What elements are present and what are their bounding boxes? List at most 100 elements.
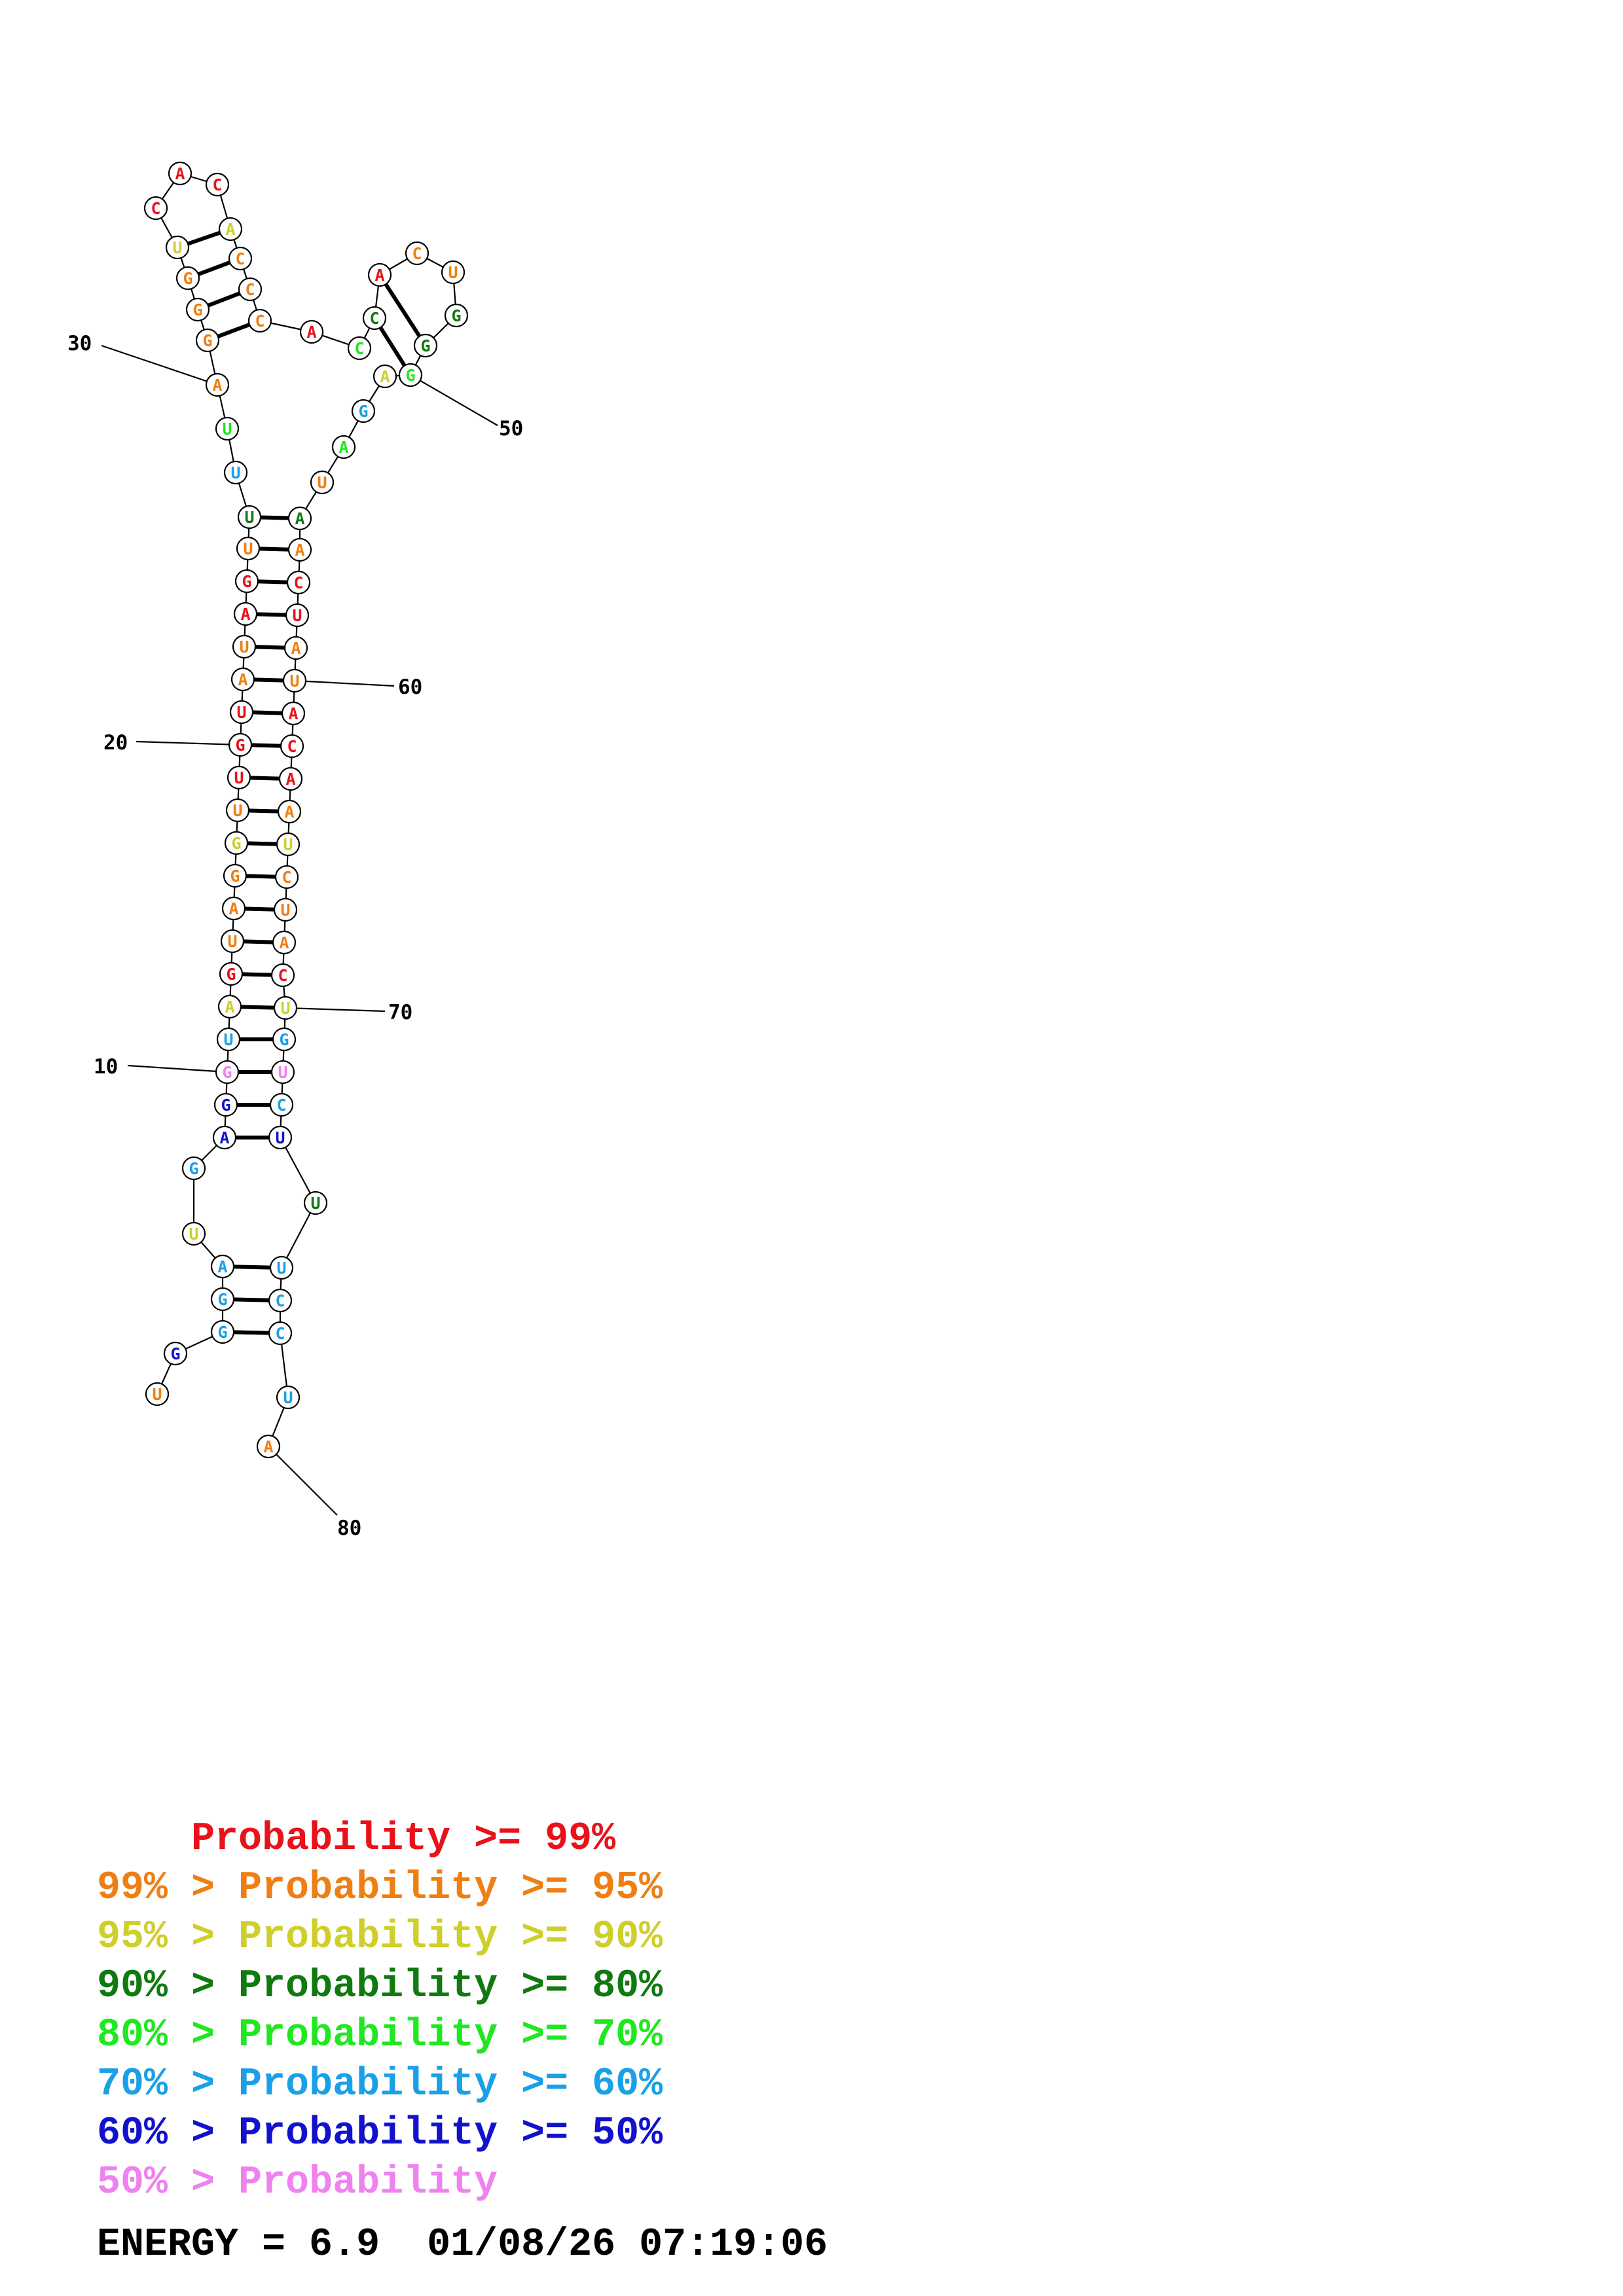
nucleotide-circle	[195, 328, 220, 353]
position-label-line	[127, 1064, 228, 1073]
nucleotide-circle	[273, 996, 298, 1020]
base-pair-bond	[233, 1265, 271, 1270]
nucleotide-circle	[268, 1288, 293, 1313]
nucleotide: U	[273, 897, 298, 922]
legend-prefix: 60% >	[97, 2111, 239, 2156]
legend-prefix: 80% >	[97, 2013, 239, 2058]
nucleotide: U	[268, 1125, 293, 1150]
nucleotide-base: G	[217, 1323, 227, 1342]
nucleotide-base: U	[172, 238, 182, 257]
nucleotide-circle	[247, 308, 272, 333]
nucleotide: C	[269, 1092, 294, 1117]
nucleotide-base: G	[189, 1159, 198, 1178]
nucleotide-base: G	[221, 1096, 230, 1115]
position-label-line	[268, 1446, 338, 1516]
nucleotide: G	[223, 863, 247, 888]
base-pair-bond	[257, 579, 288, 584]
nucleotide: U	[229, 700, 254, 725]
nucleotide-circle	[224, 831, 249, 855]
base-pair-bond	[260, 515, 289, 520]
nucleotide-circle	[210, 1319, 235, 1344]
position-label-line	[294, 679, 395, 687]
position-label-line	[136, 740, 241, 746]
nucleotide: C	[347, 336, 372, 361]
legend-text: Probability	[238, 2161, 498, 2205]
nucleotide-base: U	[310, 1194, 320, 1213]
nucleotide-base: G	[226, 965, 236, 984]
nucleotide-base: C	[275, 1324, 285, 1343]
nucleotide-base: U	[448, 263, 458, 282]
nucleotide-base: U	[280, 999, 290, 1018]
nucleotide-circle	[286, 570, 311, 595]
nucleotide: C	[205, 172, 230, 197]
nucleotide-base: A	[225, 220, 235, 239]
legend-text: Probability >= 70%	[238, 2013, 663, 2058]
nucleotide-circle	[185, 297, 210, 322]
nucleotide-circle	[217, 994, 242, 1019]
nucleotide: U	[273, 996, 298, 1020]
nucleotide-base: A	[238, 670, 247, 689]
base-pair-bond	[384, 283, 422, 338]
nucleotide-base: U	[236, 703, 246, 722]
legend-prefix: 95% >	[97, 1915, 239, 1960]
position-label: 70	[388, 1001, 412, 1024]
nucleotide: U	[223, 460, 248, 485]
energy-footer: ENERGY = 6.9 01/08/26 07:19:06	[97, 2225, 828, 2265]
nucleotide: G	[185, 297, 210, 322]
nucleotide: C	[362, 306, 387, 331]
nucleotide-base: U	[232, 801, 242, 820]
nucleotides: UGGGAUGAGGUAGUAGGUUGUAUAGUUUUAGGGUCACACC…	[143, 161, 469, 1459]
nucleotide-base: A	[212, 376, 222, 395]
nucleotide-base: A	[279, 933, 289, 952]
nucleotide-circle	[210, 1287, 235, 1312]
nucleotide: U	[227, 765, 251, 790]
nucleotide-base: C	[354, 339, 364, 358]
nucleotide-base: C	[369, 309, 379, 328]
base-pair-bond	[242, 972, 272, 977]
nucleotide-circle	[225, 798, 250, 823]
nucleotide-circle	[213, 1092, 238, 1117]
nucleotide-base: G	[420, 336, 430, 355]
legend-text: Probability >= 99%	[191, 1817, 616, 1861]
nucleotide: A	[212, 1125, 237, 1150]
nucleotide-base: U	[152, 1385, 162, 1404]
position-label: 30	[67, 332, 92, 355]
nucleotide-base: A	[225, 997, 234, 1016]
nucleotide: A	[205, 372, 230, 397]
nucleotide-base: C	[287, 737, 297, 756]
nucleotide-base: A	[240, 605, 250, 624]
nucleotide-circle	[237, 505, 262, 529]
base-pair-bonds	[187, 230, 422, 1335]
base-pair-bond	[233, 1297, 270, 1302]
nucleotide-circle	[234, 569, 259, 594]
nucleotide-circle	[229, 700, 254, 725]
nucleotide-circle	[233, 601, 258, 626]
nucleotide-base: A	[175, 164, 185, 183]
nucleotide-circle	[143, 196, 168, 221]
nucleotide-circle	[256, 1434, 281, 1459]
nucleotide: A	[210, 1254, 235, 1279]
nucleotide: A	[233, 601, 258, 626]
nucleotide: A	[217, 994, 242, 1019]
legend-text: Probability >= 95%	[238, 1866, 663, 1910]
base-pair-bond	[252, 710, 283, 715]
nucleotide-circle	[444, 303, 469, 328]
nucleotide: A	[367, 262, 392, 287]
nucleotide-base: G	[235, 736, 245, 755]
nucleotide: A	[230, 667, 255, 692]
nucleotide: C	[247, 308, 272, 333]
nucleotide: C	[270, 963, 295, 988]
nucleotide-circle	[205, 372, 230, 397]
base-pair-bond	[197, 260, 231, 276]
nucleotide-circle	[210, 1254, 235, 1279]
nucleotide-base: U	[230, 463, 240, 482]
nucleotide: G	[351, 399, 376, 423]
nucleotide-circle	[215, 1060, 240, 1085]
nucleotide-circle	[278, 766, 303, 791]
nucleotide: U	[276, 1385, 301, 1410]
nucleotide-circle	[351, 399, 376, 423]
nucleotide-circle	[280, 734, 304, 759]
nucleotide-base: C	[275, 1291, 285, 1310]
nucleotide-circle	[205, 172, 230, 197]
nucleotide-circle	[281, 701, 306, 726]
